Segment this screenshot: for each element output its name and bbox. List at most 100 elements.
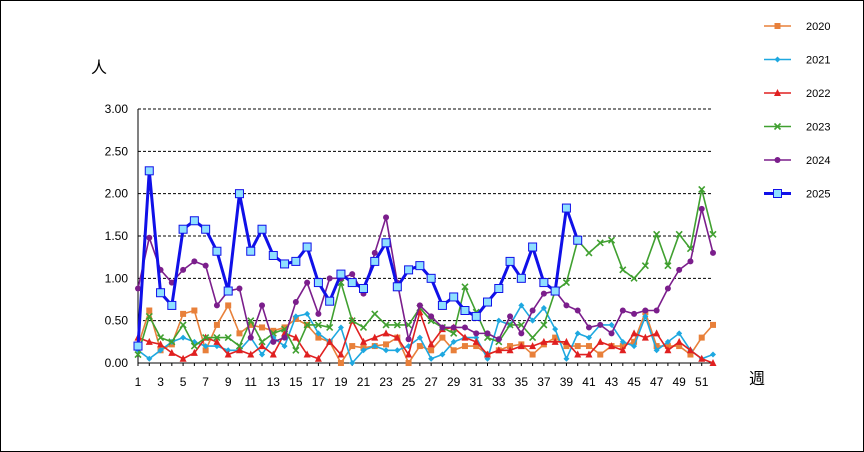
data-point: [653, 307, 660, 314]
data-point: [494, 283, 504, 293]
x-tick-label: 11: [245, 375, 258, 389]
data-point: [382, 329, 390, 337]
data-point: [358, 283, 368, 293]
data-point: [383, 347, 390, 354]
data-point: [687, 351, 694, 358]
data-point: [698, 334, 705, 341]
data-point: [157, 347, 164, 354]
series-line-2024: [137, 208, 714, 343]
data-point: [213, 334, 221, 342]
data-point: [461, 333, 469, 341]
data-point: [146, 307, 153, 314]
data-point: [506, 346, 514, 354]
data-point: [280, 259, 290, 269]
data-point: [259, 302, 266, 309]
data-point: [325, 296, 335, 306]
data-point: [190, 348, 198, 356]
data-point: [314, 321, 322, 329]
data-point: [529, 307, 536, 314]
data-point: [619, 266, 627, 274]
data-point: [552, 334, 559, 341]
legend-marker: [774, 89, 781, 96]
data-point: [191, 258, 198, 265]
data-point: [315, 330, 322, 337]
data-point: [371, 249, 378, 256]
x-tick-label: 17: [312, 375, 326, 389]
data-point: [461, 283, 469, 291]
data-point: [473, 330, 480, 337]
data-point: [608, 342, 616, 350]
data-point: [437, 300, 447, 310]
series-line-2023: [137, 188, 714, 355]
data-point: [349, 343, 356, 350]
data-point: [302, 242, 312, 252]
data-point: [597, 321, 604, 328]
data-point: [664, 262, 672, 270]
data-point: [225, 302, 232, 309]
legend: 2020 2021 2022 2023 2024 2025: [764, 21, 830, 201]
data-point: [473, 343, 480, 350]
data-point: [642, 313, 649, 320]
legend-label: 2020: [806, 21, 830, 33]
data-point: [258, 342, 266, 350]
y-tick-label: 1.00: [105, 271, 129, 285]
data-point: [213, 302, 220, 309]
data-point: [180, 334, 187, 341]
grid-lines: [137, 108, 713, 364]
data-point: [145, 337, 153, 345]
data-point: [212, 246, 222, 256]
data-point: [428, 355, 435, 362]
data-point: [597, 351, 604, 358]
data-point: [461, 343, 468, 350]
data-point: [416, 308, 424, 316]
data-point: [585, 334, 592, 341]
y-tick-label: 3.00: [105, 102, 129, 116]
data-point: [405, 350, 413, 358]
data-point: [383, 214, 390, 221]
data-point: [303, 350, 311, 358]
data-point: [539, 278, 549, 288]
data-point: [574, 350, 582, 358]
x-tick-label: 1: [135, 375, 142, 389]
series-2022: [134, 308, 717, 366]
x-axis-unit: 週: [749, 369, 765, 388]
data-point: [133, 341, 143, 351]
data-point: [449, 292, 459, 302]
data-point: [573, 235, 583, 245]
data-point: [348, 317, 356, 325]
x-tick-label: 33: [492, 375, 506, 389]
data-point: [179, 354, 187, 362]
data-point: [246, 246, 256, 256]
data-point: [415, 261, 425, 271]
data-point: [608, 321, 615, 328]
legend-item-2022: 2022: [764, 88, 830, 100]
data-point: [472, 337, 480, 345]
data-point: [168, 338, 176, 346]
data-point: [540, 337, 548, 345]
data-point: [202, 334, 210, 342]
data-point: [156, 334, 165, 342]
data-point: [653, 347, 660, 354]
data-point: [416, 302, 423, 309]
y-tick-label: 2.50: [105, 144, 129, 158]
x-tick-label: 9: [225, 375, 232, 389]
data-point: [257, 224, 267, 234]
y-axis: 0.00 0.50 1.00 1.50 2.00 2.50 3.00: [105, 102, 129, 370]
data-point: [315, 334, 322, 341]
data-point: [145, 312, 153, 320]
data-point: [439, 334, 446, 341]
data-point: [349, 271, 356, 278]
data-point: [371, 333, 379, 341]
data-point: [326, 323, 334, 332]
data-point: [179, 321, 187, 329]
y-tick-label: 0.00: [105, 356, 129, 370]
data-point: [608, 330, 615, 337]
data-point: [178, 224, 188, 234]
x-tick-label: 49: [672, 375, 686, 389]
data-point: [303, 321, 311, 329]
data-point: [495, 336, 502, 343]
data-point: [676, 343, 683, 350]
data-point: [529, 351, 536, 358]
data-point: [563, 343, 570, 350]
